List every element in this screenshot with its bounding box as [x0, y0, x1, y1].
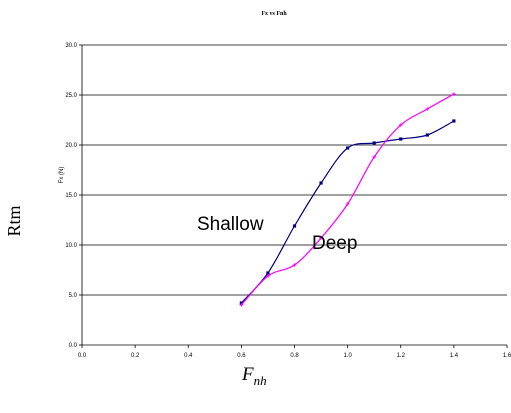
- data-point: [266, 274, 270, 278]
- data-point: [345, 202, 350, 206]
- y-tick-label: 5.0: [69, 293, 78, 299]
- series-group: [239, 92, 456, 307]
- x-outer-label-main: F: [241, 364, 254, 385]
- data-point: [399, 137, 403, 141]
- y-tick-label: 30.0: [65, 43, 77, 49]
- chart-title: Fx vs Fnh: [261, 11, 287, 17]
- x-outer-label: Fnh: [241, 364, 267, 388]
- left-outer-label: Rtm: [4, 205, 24, 236]
- y-tick-label: 0.0: [69, 343, 78, 349]
- x-tick-label: 1.4: [450, 353, 459, 359]
- data-point: [452, 92, 456, 96]
- data-point: [266, 271, 270, 275]
- x-tick-label: 1.2: [397, 353, 406, 359]
- data-point: [398, 123, 403, 127]
- y-tick-label: 10.0: [65, 243, 77, 249]
- tick-labels: 0.0 5.0 10.0 15.0 20.0 25.0 30.0 0.0 0.2 0.4 0.6 0.…: [65, 43, 511, 359]
- annotation-shallow: Shallow: [197, 214, 264, 235]
- data-point: [425, 107, 430, 111]
- y-tick-label: 25.0: [65, 93, 77, 99]
- data-point: [372, 155, 376, 159]
- annotation-deep: Deep: [312, 233, 357, 254]
- series-line-2: [240, 93, 455, 306]
- y-axis-label: Fx (N): [59, 167, 65, 184]
- data-point: [292, 224, 297, 228]
- data-point: [452, 119, 456, 123]
- x-tick-label: 0.4: [184, 353, 193, 359]
- data-point: [372, 141, 376, 145]
- data-point: [319, 236, 323, 240]
- x-tick-label: 0.6: [237, 353, 246, 359]
- x-tick-label: 1.6: [503, 353, 511, 359]
- x-tick-label: 1.0: [343, 353, 352, 359]
- y-tick-label: 15.0: [65, 193, 77, 199]
- x-tick-label: 0.0: [78, 353, 87, 359]
- grid: [82, 44, 507, 296]
- x-outer-label-sub: nh: [254, 373, 267, 388]
- x-tick-label: 0.8: [290, 353, 299, 359]
- y-tick-label: 20.0: [65, 143, 77, 149]
- data-point: [319, 181, 323, 185]
- data-point: [239, 301, 243, 305]
- data-point: [239, 303, 244, 307]
- x-tick-label: 0.2: [131, 353, 140, 359]
- data-point: [292, 263, 297, 267]
- axes: [79, 44, 508, 348]
- data-point: [425, 133, 429, 137]
- data-point: [346, 146, 350, 150]
